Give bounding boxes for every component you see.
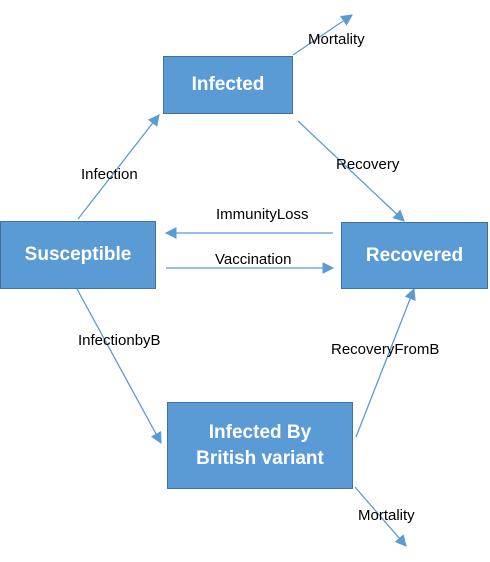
label-infection: Infection — [81, 166, 138, 183]
node-recovered-label: Recovered — [365, 244, 464, 266]
node-infected-by-british-variant: Infected By British variant — [167, 402, 353, 489]
label-recovery-from-b: RecoveryFromB — [331, 341, 440, 358]
node-infected-label: Infected — [191, 74, 265, 95]
label-mortality-bottom: Mortality — [358, 507, 415, 524]
infection-arrow — [77, 114, 160, 220]
infection-by-b-arrow — [76, 288, 162, 445]
node-susceptible-label: Susceptible — [24, 244, 132, 265]
node-recovered: Recovered — [341, 222, 488, 289]
mortality-bottom-arrow — [354, 486, 407, 547]
label-immunity-loss: ImmunityLoss — [216, 206, 309, 223]
mortality-top-arrow — [292, 14, 353, 56]
node-infected-b-line1: Infected By — [208, 421, 312, 443]
node-infected-b-line2: British variant — [196, 447, 324, 469]
recovery-from-b-arrow — [355, 287, 416, 438]
node-infected: Infected — [163, 56, 293, 114]
label-recovery: Recovery — [336, 156, 400, 173]
node-susceptible: Susceptible — [0, 221, 156, 289]
label-mortality-top: Mortality — [308, 31, 365, 48]
label-vaccination: Vaccination — [215, 251, 292, 268]
label-infection-by-b: InfectionbyB — [78, 332, 161, 349]
recovery-arrow — [297, 120, 405, 222]
